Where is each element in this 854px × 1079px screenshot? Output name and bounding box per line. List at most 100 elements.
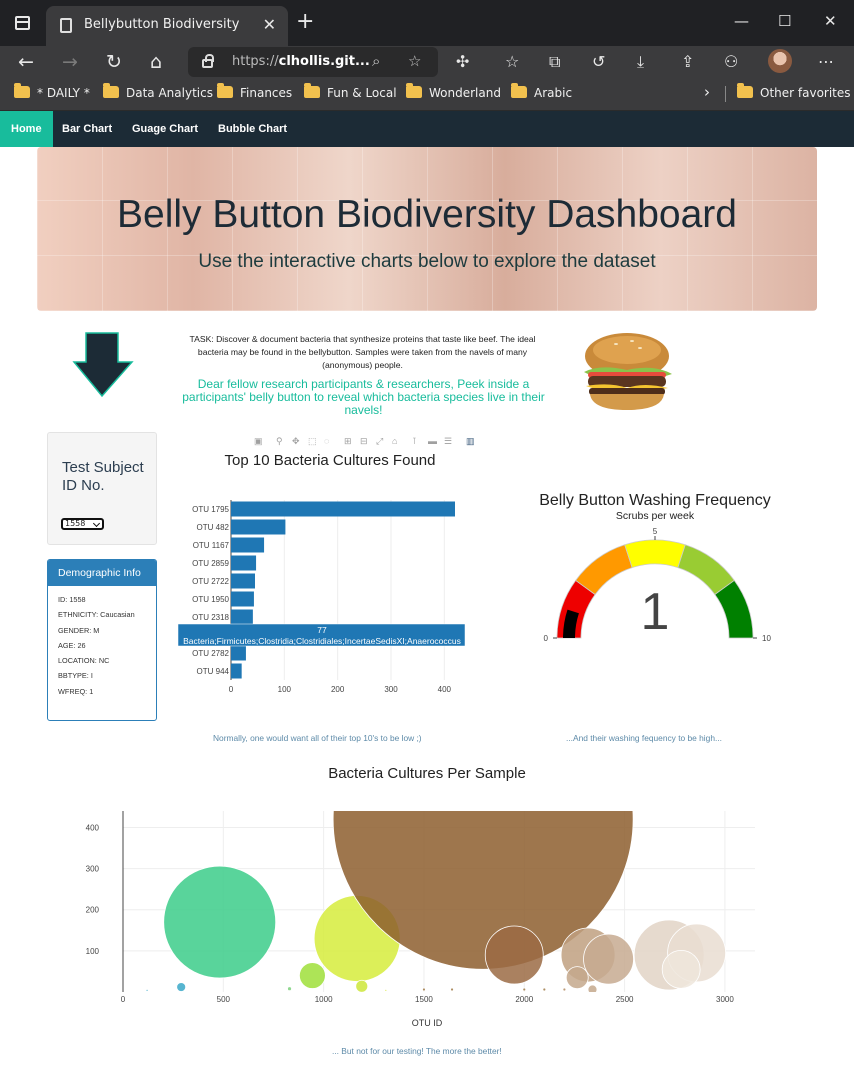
bubble-point[interactable] [565,966,589,990]
bubble-point[interactable] [384,988,388,992]
autoscale-icon[interactable]: ⤢ [375,436,383,446]
bar-mark[interactable] [231,663,242,679]
bubble-point[interactable] [484,925,544,985]
hover-closest-icon[interactable]: ▬ [428,436,437,446]
bar-tick-labels: 0 100 200 300 400 [229,685,452,694]
zoom-icon[interactable]: ⌕ [372,52,381,70]
demographic-panel: Demographic Info ID: 1558 ETHNICITY: Cauc… [47,559,157,721]
bubble-point[interactable] [587,984,598,994]
bubble-x-tick: 0 [121,995,126,1004]
bar-mark[interactable] [231,555,257,571]
pan-icon[interactable]: ✥ [292,436,300,446]
bar-mark[interactable] [231,501,455,517]
bubble-series[interactable] [145,758,727,994]
tab-actions-icon[interactable] [15,16,30,30]
bar-x-tick: 400 [438,685,452,694]
zoom-in-icon[interactable]: ⊞ [344,436,352,446]
nav-bar-chart[interactable]: Bar Chart [62,123,113,135]
box-select-icon[interactable]: ⬚ [308,436,317,446]
folder-icon [217,83,233,98]
task-description: TASK: Discover & document bacteria that … [189,334,536,370]
bubble-point[interactable] [422,987,426,992]
bubble-point[interactable] [562,987,567,992]
bubble-point[interactable] [298,962,326,989]
back-icon[interactable]: ← [18,51,34,73]
reset-axes-icon[interactable]: ⌂ [392,436,397,446]
bubble-point[interactable] [163,865,277,979]
bookmark-fun-local[interactable]: Fun & Local [304,83,397,100]
bar-mark[interactable] [231,537,265,553]
bubble-point[interactable] [176,982,187,992]
bookmark-finances[interactable]: Finances [217,83,292,100]
favorites-icon[interactable]: ☆ [505,52,520,71]
apps-icon[interactable]: ⚇ [724,52,739,71]
bookmark-wonderland[interactable]: Wonderland [406,83,501,100]
new-tab-icon[interactable]: + [296,9,315,34]
plotly-logo-icon[interactable]: ▥ [466,436,475,446]
more-menu-icon[interactable]: ⋯ [818,52,834,71]
gauge-tick-label: 5 [653,527,658,536]
home-icon[interactable]: ⌂ [150,51,163,73]
subject-id-dropdown[interactable]: 1558 [61,518,104,530]
bar-mark[interactable] [231,573,255,589]
history-icon[interactable]: ↺ [592,52,606,71]
collections-icon[interactable]: ⧉ [549,52,561,71]
browser-tab[interactable]: Bellybutton Biodiversity ✕ [46,6,288,46]
bubble-point[interactable] [522,987,527,992]
profile-avatar[interactable] [768,49,792,73]
bubble-x-tick: 1000 [315,995,333,1004]
bubble-point[interactable] [145,988,149,992]
camera-icon[interactable]: ▣ [254,436,263,446]
maximize-icon[interactable]: ☐ [778,12,792,30]
bookmark-daily[interactable]: * DAILY * [14,83,90,100]
nav-gauge-chart[interactable]: Guage Chart [132,123,199,135]
gauge-band [714,579,754,639]
folder-icon [737,83,753,98]
minimize-icon[interactable]: — [734,12,749,30]
bookmark-data-analytics[interactable]: Data Analytics [103,83,213,100]
forward-icon[interactable]: → [62,51,78,73]
spike-lines-icon[interactable]: ⊺ [412,436,417,446]
bubble-x-tick: 2000 [515,995,533,1004]
gauge-chart[interactable]: Belly Button Washing Frequency Scrubs pe… [510,485,800,655]
bubble-point[interactable] [542,987,547,992]
bookmarks-overflow-icon[interactable]: › [704,83,710,101]
close-window-icon[interactable]: ✕ [824,12,837,30]
bubble-chart[interactable]: Bacteria Cultures Per Sample 0 500 1000 150… [70,758,790,1036]
bubble-point[interactable] [661,949,701,989]
modebar[interactable]: ▣ ⚲ ✥ ⬚ ◌ ⊞ ⊟ ⤢ ⌂ ⊺ ▬ ☰ ▥ [254,436,475,446]
bar-mark[interactable] [231,645,246,661]
bubble-point[interactable] [450,987,454,992]
downloads-icon[interactable]: ⤓ [637,52,645,71]
bar-mark[interactable] [231,609,253,625]
nav-bubble-chart[interactable]: Bubble Chart [218,123,288,135]
bubble-point[interactable] [583,933,634,985]
nav-home[interactable]: Home [0,111,53,147]
favorite-star-icon[interactable]: ☆ [408,52,422,70]
bubble-point[interactable] [355,979,369,992]
burger-image [584,333,672,410]
extensions-icon[interactable]: ✣ [456,52,470,71]
bar-mark[interactable] [231,519,286,535]
share-icon[interactable]: ⇪ [681,52,695,71]
close-tab-icon[interactable]: ✕ [262,15,276,34]
bubble-y-tick: 400 [86,823,100,832]
folder-icon [14,83,30,98]
bubble-x-tick: 500 [217,995,231,1004]
bookmark-other-favorites[interactable]: Other favorites [737,83,851,100]
address-bar[interactable]: https://clhollis.git... ⌕ ☆ [188,47,438,77]
bubble-point[interactable] [332,758,634,970]
zoom-tool-icon[interactable]: ⚲ [276,436,283,446]
bar-mark[interactable] [231,591,254,607]
bar-series[interactable] [231,501,455,679]
zoom-out-icon[interactable]: ⊟ [360,436,368,446]
lasso-icon[interactable]: ◌ [324,436,329,446]
bubble-point[interactable] [287,986,292,992]
refresh-icon[interactable]: ↻ [106,51,122,73]
bookmark-arabic[interactable]: Arabic [511,83,572,100]
hover-compare-icon[interactable]: ☰ [444,436,452,446]
hover-box [177,623,466,647]
bubble-x-tick-labels: 0 500 1000 1500 2000 2500 3000 [121,995,735,1004]
bar-chart[interactable]: ▣ ⚲ ✥ ⬚ ◌ ⊞ ⊟ ⤢ ⌂ ⊺ ▬ ☰ ▥ Top 10 Bacteri… [176,430,496,694]
demographic-line: BBTYPE: I [58,671,93,681]
